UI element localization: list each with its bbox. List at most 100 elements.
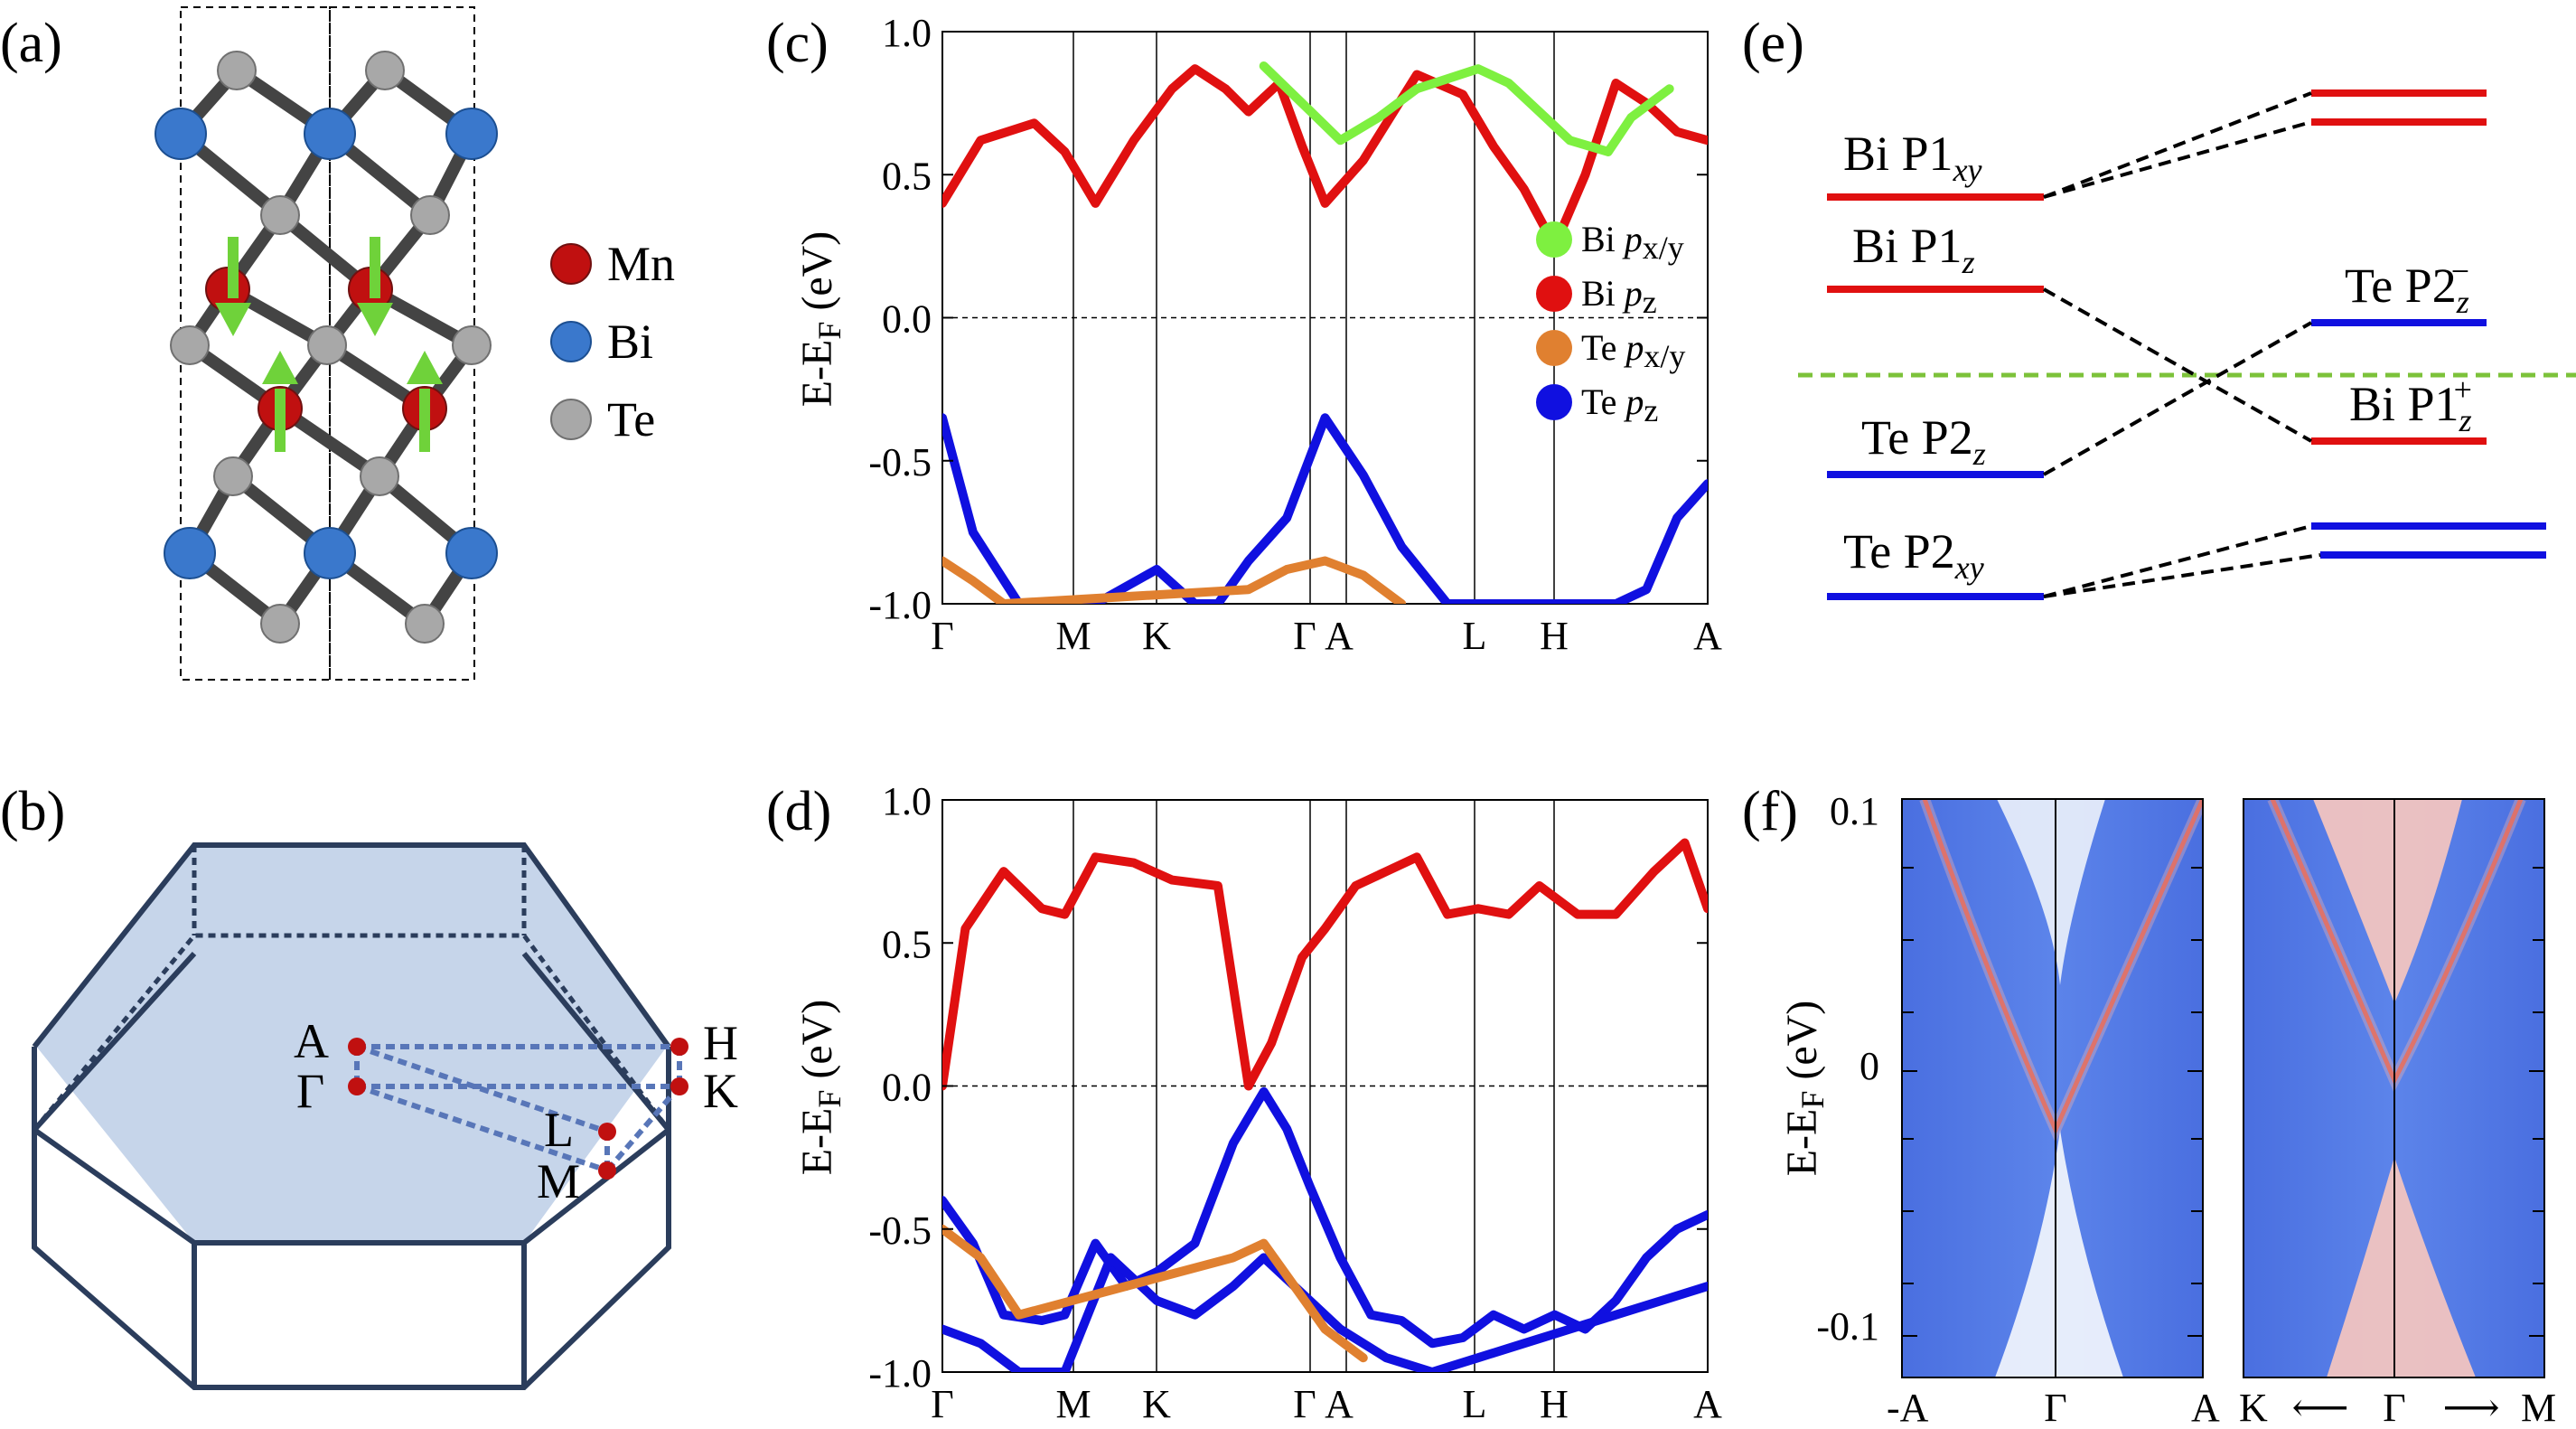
band-c-bi_pxy xyxy=(1259,61,1674,156)
legend-te-pxy-icon xyxy=(1536,330,1572,366)
f-right-x-arrow-left: ⟵ xyxy=(2291,1386,2348,1429)
kpoint-label-c-2: K xyxy=(1142,614,1171,658)
kpoint-label-c-3: Γ xyxy=(1293,614,1316,658)
ytick-label-d-4: -1.0 xyxy=(868,1351,932,1396)
orbital-legend: Bi px/y Bi pz Te px/y Te pz xyxy=(1536,219,1685,428)
panel-a: (a) xyxy=(0,6,675,681)
bz-hidden-edges xyxy=(33,845,671,1132)
kpoint-label-c-1: M xyxy=(1055,614,1091,658)
bz-points xyxy=(348,1038,688,1180)
label-te-p2z: Te P2z xyxy=(1861,410,1986,472)
kpoint-label-d-4: A xyxy=(1325,1382,1354,1426)
label-bi-p1z: Bi P1z xyxy=(1852,219,1975,280)
bz-label-a: A xyxy=(294,1014,329,1068)
level-connectors xyxy=(2043,91,2321,598)
c-ylabel: E-EF (eV) xyxy=(793,231,848,408)
panel-e: (e) Bi P1xy Bi P1z Te P2z Te P2xy xyxy=(1742,13,2576,600)
f-ytick-0: 0 xyxy=(1859,1044,1879,1088)
panel-f-label: (f) xyxy=(1742,781,1798,842)
d-ylabel: E-EF (eV) xyxy=(793,1000,848,1176)
bi-legend-icon xyxy=(550,321,592,362)
te-legend-icon xyxy=(550,399,592,440)
f-tick-marks xyxy=(1902,867,2544,1337)
kpoint-label-c-4: A xyxy=(1325,614,1354,658)
band-structure-d: 1.00.50.0-0.5-1.0Γ M K Γ A L H A xyxy=(868,779,1722,1426)
label-te-p2z-minus: Te P2z− xyxy=(2345,253,2469,320)
ytick-label-c-0: 1.0 xyxy=(882,11,932,55)
band-structure-c: 1.00.50.0-0.5-1.0Γ M K Γ A L H A xyxy=(868,11,1722,658)
f-right-x-arrow-right: ⟶ xyxy=(2442,1386,2499,1429)
bz-label-l: L xyxy=(544,1103,574,1157)
band-c-te_pxy xyxy=(942,556,1407,604)
label-bi-p1z-plus: Bi P1z+ xyxy=(2349,371,2472,438)
bz-label-h: H xyxy=(703,1016,738,1070)
legend-bi-pz: Bi pz xyxy=(1581,273,1657,320)
f-ylabel: E-EF (eV) xyxy=(1778,1001,1831,1177)
ytick-label-c-4: -1.0 xyxy=(868,583,932,627)
mn-legend-icon xyxy=(550,243,592,285)
te-legend-label: Te xyxy=(607,392,655,447)
ytick-label-d-3: -0.5 xyxy=(868,1208,932,1253)
legend-bi-pxy-icon xyxy=(1536,221,1572,258)
kpoint-label-c-5: L xyxy=(1463,614,1487,658)
panel-c-label: (c) xyxy=(766,13,829,74)
kpoint-label-d-2: K xyxy=(1142,1382,1171,1426)
panel-d-label: (d) xyxy=(766,781,831,842)
spectrum-left-frame xyxy=(1901,798,2204,1378)
f-left-x-gamma: Γ xyxy=(2044,1386,2066,1429)
legend-te-pxy: Te px/y xyxy=(1581,327,1685,374)
spectrum-right xyxy=(2243,799,2544,1377)
kpoint-label-c-7: A xyxy=(1693,614,1722,658)
kpoint-label-d-0: Γ xyxy=(931,1382,953,1426)
bz-label-m: M xyxy=(537,1154,580,1208)
f-ytick--0.1: -0.1 xyxy=(1816,1304,1879,1349)
legend-te-pz-icon xyxy=(1536,384,1572,420)
f-right-x-k: K xyxy=(2239,1386,2268,1429)
kpoint-label-c-0: Γ xyxy=(931,614,953,658)
panel-c: (c) E-EF (eV) 1.00.50.0-0.5-1.0Γ M K Γ A L H A … xyxy=(766,11,1722,658)
atom-legend: Mn Bi Te xyxy=(550,237,675,447)
band-c-valence xyxy=(942,413,1708,604)
bi-legend-label: Bi xyxy=(607,315,653,369)
panel-e-label: (e) xyxy=(1742,13,1804,74)
legend-bi-pxy: Bi px/y xyxy=(1581,219,1684,266)
bi-atoms xyxy=(155,108,498,579)
mn-legend-label: Mn xyxy=(607,237,675,291)
panel-f: (f) E-EF (eV) 0.1 0 -0.1 xyxy=(1742,781,2556,1429)
panel-d: (d) E-EF (eV) 1.00.50.0-0.5-1.0Γ M K Γ A L H A xyxy=(766,779,1722,1426)
f-ytick-0.1: 0.1 xyxy=(1830,789,1879,833)
ytick-label-d-0: 1.0 xyxy=(882,779,932,823)
f-left-x-neg-a: -A xyxy=(1887,1386,1929,1429)
level-labels: Bi P1xy Bi P1z Te P2z Te P2xy Te P2z− Bi… xyxy=(1843,127,2472,586)
level-lines xyxy=(1827,89,2546,600)
bz-label-gamma: Γ xyxy=(296,1064,324,1118)
kpoint-label-d-1: M xyxy=(1055,1382,1091,1426)
f-right-x-m: M xyxy=(2521,1386,2556,1429)
ytick-label-d-1: 0.5 xyxy=(882,922,932,966)
ytick-label-c-2: 0.0 xyxy=(882,297,932,342)
f-right-x-gamma: Γ xyxy=(2383,1386,2405,1429)
spectrum-left xyxy=(1902,799,2203,1377)
kpoint-label-d-7: A xyxy=(1693,1382,1722,1426)
label-te-p2xy: Te P2xy xyxy=(1843,524,1984,586)
kpoint-label-d-5: L xyxy=(1463,1382,1487,1426)
panel-a-label: (a) xyxy=(0,13,62,74)
kpoint-label-d-6: H xyxy=(1540,1382,1569,1426)
panel-b: (b) xyxy=(0,781,738,1390)
f-left-x-a: A xyxy=(2191,1386,2220,1429)
label-bi-p1xy: Bi P1xy xyxy=(1843,127,1982,188)
ytick-label-d-2: 0.0 xyxy=(882,1066,932,1110)
band-c-conduction xyxy=(942,64,1708,251)
spectrum-right-frame xyxy=(2243,798,2545,1378)
bz-label-k: K xyxy=(703,1064,738,1118)
kpoint-label-c-6: H xyxy=(1540,614,1569,658)
legend-bi-pz-icon xyxy=(1536,276,1572,312)
kpoint-label-d-3: Γ xyxy=(1293,1382,1316,1426)
legend-te-pz: Te pz xyxy=(1581,381,1658,428)
spin-arrows xyxy=(215,237,443,452)
band-d-te_pxy xyxy=(942,1224,1368,1363)
te-atoms xyxy=(170,51,492,644)
ytick-label-c-3: -0.5 xyxy=(868,440,932,484)
panel-b-label: (b) xyxy=(0,781,65,842)
